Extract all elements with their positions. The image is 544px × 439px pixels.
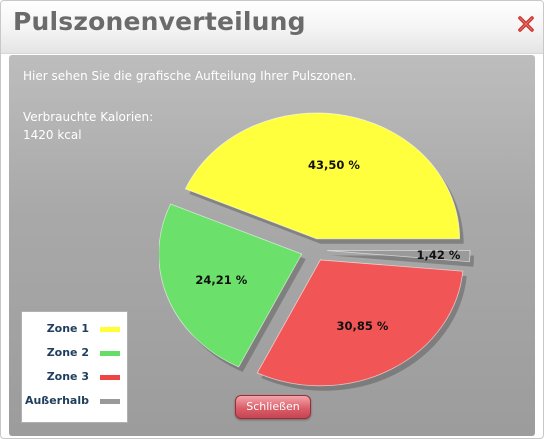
dialog-title: Pulszonenverteilung: [13, 7, 306, 36]
legend-swatch: [100, 327, 120, 332]
legend-item: Zone 1: [22, 322, 127, 338]
pie-slice-label: 43,50 %: [308, 158, 360, 172]
content-panel: Hier sehen Sie die grafische Aufteilung …: [9, 55, 535, 436]
close-x-icon[interactable]: [515, 13, 537, 35]
pie-slice-ausserhalb: [326, 250, 471, 263]
calories-value: 1420 kcal: [23, 128, 82, 142]
legend-label: Zone 3: [46, 370, 89, 383]
legend-item: Zone 2: [22, 346, 127, 362]
legend-swatch: [100, 375, 120, 380]
legend-swatch: [100, 399, 120, 404]
close-button[interactable]: Schließen: [235, 395, 311, 419]
pie-chart: 43,50 % 24,21 % 30,85 % 1,42 %: [159, 112, 474, 391]
calories-label: Verbrauchte Kalorien:: [23, 110, 154, 124]
pie-slice-zone-2: [159, 203, 303, 368]
pie-slice-zone-3: [256, 259, 464, 387]
pie-slice-label: 30,85 %: [336, 319, 388, 333]
legend-label: Zone 1: [46, 322, 89, 335]
pie-slice-zone-1: [184, 112, 461, 240]
intro-text: Hier sehen Sie die grafische Aufteilung …: [23, 69, 357, 83]
legend-label: Zone 2: [46, 346, 89, 359]
legend: Zone 1 Zone 2 Zone 3 Außerhalb: [21, 311, 128, 423]
pie-slice-label: 24,21 %: [195, 273, 247, 287]
legend-label: Außerhalb: [24, 394, 89, 407]
dialog-header: Pulszonenverteilung: [1, 1, 543, 54]
legend-swatch: [100, 351, 120, 356]
legend-item: Zone 3: [22, 370, 127, 386]
pie-slice-label: 1,42 %: [416, 248, 460, 262]
legend-item: Außerhalb: [22, 394, 127, 410]
